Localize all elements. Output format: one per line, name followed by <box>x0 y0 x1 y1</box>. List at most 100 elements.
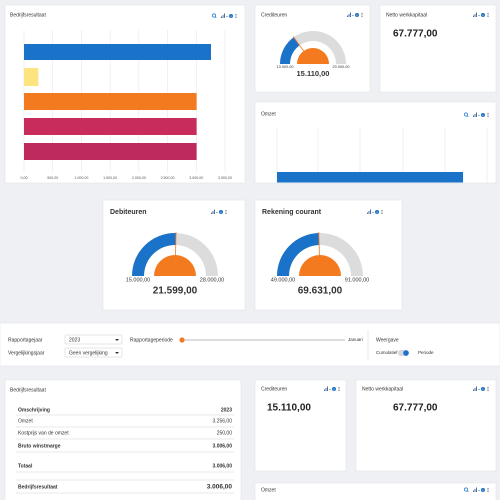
bar <box>277 172 464 183</box>
menu-dot <box>225 213 227 215</box>
caret <box>352 15 354 16</box>
gauge-min: 13.000,00 <box>277 65 294 69</box>
kpi-value: 15.110,00 <box>267 403 311 414</box>
toolbar <box>473 12 489 18</box>
x-tick-label: 2.500,00 <box>161 176 175 180</box>
caret <box>226 16 228 17</box>
bar <box>24 68 39 86</box>
toggle-knob <box>403 350 409 356</box>
x-tick-label: 2.000,00 <box>132 176 146 180</box>
bar <box>24 44 211 60</box>
menu-dot <box>487 487 489 489</box>
menu-dot <box>487 489 489 491</box>
card <box>254 101 497 184</box>
gauge-center <box>297 48 329 64</box>
gauge-value: 21.599,00 <box>153 286 198 297</box>
toolbar <box>473 386 489 392</box>
caret <box>216 212 218 213</box>
menu-dot <box>361 14 363 16</box>
card <box>254 482 497 500</box>
gauge-needle <box>174 232 177 277</box>
menu-dot <box>361 16 363 18</box>
toggle-option[interactable]: Cumulatief <box>376 350 398 355</box>
card-title: Bedrijfsresultaat <box>10 387 46 393</box>
toolbar <box>367 209 383 215</box>
gauge-needle <box>318 232 321 277</box>
chart-type-icon <box>221 13 225 18</box>
table-cell: Omzet <box>18 418 33 424</box>
gauge-max: 28.000,00 <box>200 277 224 283</box>
gauge-needle <box>292 36 314 65</box>
menu-dot <box>487 388 489 390</box>
menu-dot <box>225 211 227 213</box>
x-tick-label: 1.000,00 <box>74 176 88 180</box>
chart-type-icon <box>211 209 215 214</box>
x-tick-label: 3.500,00 <box>218 176 232 180</box>
toolbar <box>347 12 363 18</box>
card-title: Rekening courant <box>262 209 322 216</box>
gauge-min: 49.000,00 <box>271 277 295 283</box>
gauge-fill <box>277 233 320 276</box>
chart-type-icon <box>324 386 328 391</box>
bar <box>24 93 197 110</box>
x-tick-label: 0,00 <box>21 176 28 180</box>
menu-dot <box>225 209 227 211</box>
toggle-option[interactable]: Periode <box>418 350 434 355</box>
menu-dot <box>381 211 383 213</box>
card-title: Omzet <box>261 487 276 493</box>
menu-dot <box>338 388 340 390</box>
table-cell: 3.006,00 <box>207 484 233 491</box>
chart-type-icon <box>473 112 477 117</box>
caret <box>478 15 480 16</box>
zoom-icon <box>464 487 468 492</box>
card-title: Netto werkkapitaal <box>386 12 427 18</box>
table-cell: Kostprijs van de omzet <box>18 430 69 436</box>
menu-dot <box>235 17 237 19</box>
gauge-max: 91.000,00 <box>345 277 369 283</box>
chart-type-icon <box>347 12 351 17</box>
card <box>102 199 246 311</box>
menu-dot <box>487 14 489 16</box>
slider-knob[interactable] <box>179 337 185 343</box>
card-title: Omzet <box>261 111 276 117</box>
chart-type-icon <box>473 386 477 391</box>
menu-dot <box>235 13 237 15</box>
zoom-icon <box>464 112 468 117</box>
card-title: Debiteuren <box>110 209 147 216</box>
caret <box>115 352 119 354</box>
menu-dot <box>381 209 383 211</box>
dropdown[interactable] <box>64 347 123 358</box>
toolbar <box>464 112 489 118</box>
menu-dot <box>487 12 489 14</box>
table-cell: Totaal <box>18 463 33 469</box>
gauge-fill <box>132 232 177 276</box>
menu-dot <box>487 386 489 388</box>
caret <box>115 339 119 341</box>
gauge-value: 15.110,00 <box>297 69 330 78</box>
card <box>254 379 347 472</box>
filter-label: Vergelijkingsjaar <box>8 350 45 356</box>
toolbar <box>212 13 237 19</box>
filter-label: Weergave <box>376 337 399 343</box>
menu-dot <box>381 213 383 215</box>
card <box>4 379 242 500</box>
slider-value: Januari <box>348 337 363 342</box>
filter-bar <box>0 322 500 367</box>
zoom-icon <box>466 490 469 493</box>
card-title: Crediteuren <box>261 386 287 392</box>
menu-dot <box>338 390 340 392</box>
zoom-icon <box>212 13 216 18</box>
toolbar <box>211 209 227 215</box>
menu-dot <box>487 112 489 114</box>
menu-dot <box>338 386 340 388</box>
toolbar <box>464 487 489 493</box>
menu-dot <box>487 491 489 493</box>
menu-dot <box>487 114 489 116</box>
toolbar <box>324 386 340 392</box>
caret <box>372 212 374 213</box>
card <box>379 4 497 93</box>
dropdown[interactable] <box>64 334 123 345</box>
table-cell: 250,00 <box>217 430 233 436</box>
